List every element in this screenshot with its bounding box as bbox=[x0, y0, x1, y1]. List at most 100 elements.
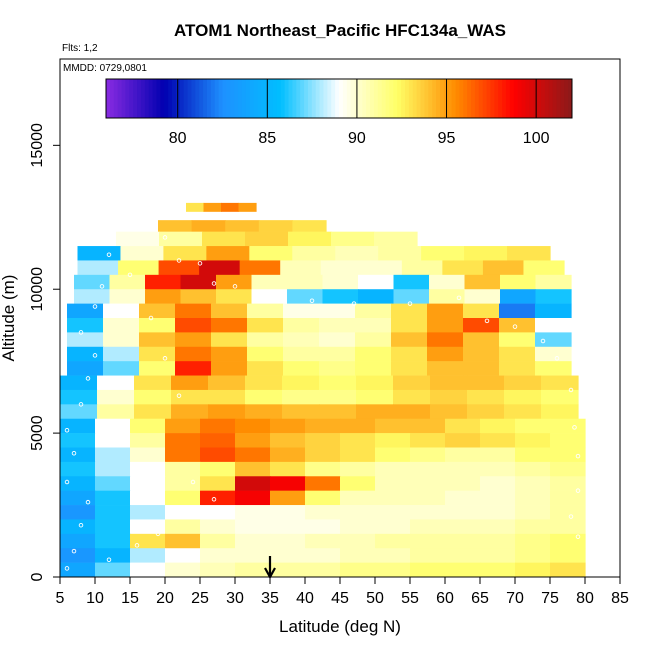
colorbar-segment bbox=[447, 79, 453, 118]
colorbar-segment bbox=[269, 79, 274, 118]
heatmap-cell bbox=[305, 476, 341, 491]
heatmap-cell bbox=[145, 274, 182, 290]
heatmap-cell bbox=[358, 274, 395, 290]
heatmap-cell bbox=[393, 375, 431, 391]
heatmap-cell bbox=[541, 404, 579, 420]
heatmap-cell bbox=[235, 505, 271, 520]
colorbar-segment bbox=[222, 79, 227, 118]
heatmap-cell bbox=[335, 246, 379, 261]
sample-points bbox=[64, 235, 581, 571]
heatmap-cell bbox=[235, 490, 271, 506]
y-tick-label: 0 bbox=[29, 572, 46, 581]
heatmap-cell bbox=[410, 505, 446, 520]
heatmap-cell bbox=[251, 289, 288, 304]
heatmap-cell bbox=[95, 476, 131, 491]
heatmap-cell bbox=[375, 418, 411, 434]
heatmap-cell bbox=[95, 548, 131, 563]
colorbar-tick-label: 85 bbox=[258, 130, 276, 147]
heatmap-cell bbox=[427, 332, 464, 348]
sample-point bbox=[540, 338, 546, 344]
colorbar-frame bbox=[105, 78, 573, 119]
colorbar-segment bbox=[486, 79, 491, 118]
heatmap-cell bbox=[270, 505, 306, 520]
colorbar-segment bbox=[556, 79, 561, 118]
heatmap-cell bbox=[463, 361, 500, 376]
arrow-head bbox=[264, 567, 276, 580]
colorbar-segment bbox=[564, 79, 569, 118]
heatmap-cell bbox=[130, 418, 166, 434]
heatmap-cell bbox=[445, 476, 481, 491]
heatmap-cell bbox=[391, 346, 428, 362]
colorbar-segment bbox=[226, 79, 231, 118]
heatmap-cell bbox=[238, 202, 257, 212]
colorbar-segment bbox=[467, 79, 472, 118]
colorbar-segment bbox=[121, 79, 126, 118]
heatmap-cell bbox=[103, 303, 140, 319]
colorbar-segment bbox=[319, 79, 324, 118]
heatmap-cell bbox=[200, 490, 236, 506]
colorbar-segment bbox=[133, 79, 138, 118]
heatmap-cell bbox=[410, 533, 446, 549]
colorbar-segment bbox=[428, 79, 433, 118]
colorbar-segment bbox=[408, 79, 414, 118]
heatmap-cell bbox=[165, 476, 201, 491]
heatmap-cell bbox=[134, 375, 172, 391]
heatmap-cell bbox=[165, 490, 201, 506]
heatmap-cell bbox=[410, 490, 446, 506]
heatmap-cell bbox=[165, 533, 201, 549]
heatmap-cell bbox=[319, 332, 356, 348]
latitude-arrow-marker bbox=[264, 556, 276, 580]
sample-point bbox=[71, 451, 77, 456]
heatmap-cell bbox=[245, 231, 289, 247]
colorbar-segment bbox=[521, 79, 526, 118]
heatmap-cell bbox=[319, 346, 356, 362]
heatmap-cell bbox=[331, 231, 375, 247]
sample-point bbox=[64, 479, 70, 485]
heatmap-cell bbox=[221, 202, 240, 212]
sample-point bbox=[64, 427, 70, 433]
heatmap-cell bbox=[305, 447, 341, 463]
heatmap-cell bbox=[109, 274, 146, 290]
heatmap-cell bbox=[541, 375, 579, 391]
heatmap-cell bbox=[320, 260, 362, 276]
heatmap-cell bbox=[340, 562, 376, 578]
sample-point bbox=[78, 330, 84, 335]
heatmap-cell bbox=[95, 505, 131, 520]
colorbar-segment bbox=[552, 79, 557, 118]
x-tick-label: 80 bbox=[576, 590, 594, 607]
heatmap-cell bbox=[375, 548, 411, 563]
sample-point bbox=[197, 261, 203, 266]
heatmap-cell bbox=[287, 289, 324, 304]
sample-point bbox=[211, 281, 217, 286]
colorbar-segment bbox=[350, 79, 356, 118]
heatmap-cell bbox=[180, 274, 217, 290]
heatmap-cell bbox=[270, 519, 306, 535]
colorbar-segment bbox=[253, 79, 258, 118]
heatmap-cell bbox=[305, 461, 341, 477]
colorbar-segment bbox=[323, 79, 328, 118]
heatmap-cell bbox=[374, 231, 418, 247]
y-tick-label: 15000 bbox=[29, 123, 46, 168]
heatmap-cell bbox=[216, 289, 253, 304]
sample-point bbox=[106, 557, 112, 562]
colorbar-segment bbox=[548, 79, 554, 118]
heatmap-cell bbox=[60, 562, 96, 578]
heatmap-cell bbox=[375, 461, 411, 477]
colorbar-segment bbox=[148, 79, 154, 118]
heatmap-cell bbox=[305, 519, 341, 535]
sample-point bbox=[351, 301, 357, 306]
heatmap-cell bbox=[225, 220, 260, 232]
colorbar-segment bbox=[490, 79, 495, 118]
colorbar-tick-label: 90 bbox=[348, 130, 366, 147]
heatmap-cell bbox=[340, 433, 376, 448]
heatmap-cell bbox=[208, 389, 246, 405]
x-tick-label: 35 bbox=[261, 590, 279, 607]
colorbar-segment bbox=[385, 79, 390, 118]
heatmap-cell bbox=[116, 231, 160, 247]
colorbar-segment bbox=[238, 79, 243, 118]
colorbar-segment bbox=[117, 79, 123, 118]
heatmap-cell bbox=[165, 505, 201, 520]
heatmap-cell bbox=[200, 519, 236, 535]
flights-annotation: Flts: 1,2 bbox=[62, 43, 98, 54]
heatmap-cell bbox=[103, 361, 140, 376]
